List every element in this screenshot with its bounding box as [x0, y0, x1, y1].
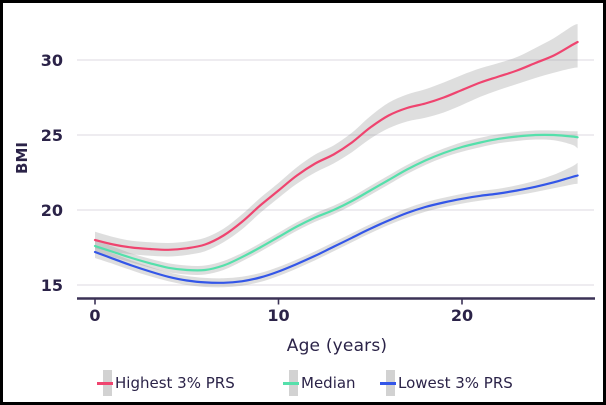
legend: Highest 3% PRS Median Lowest 3% PRS	[3, 369, 603, 399]
line-swatch-lowest-prs	[380, 381, 396, 385]
series-line-0	[93, 40, 579, 251]
legend-item-lowest-prs: Lowest 3% PRS	[380, 369, 513, 397]
series-line-1	[93, 133, 579, 272]
plot-area: 15 20 25 30 0 10 20	[41, 24, 595, 325]
legend-label-lowest-prs: Lowest 3% PRS	[398, 374, 513, 392]
line-swatch-highest-prs	[97, 381, 113, 385]
legend-label-highest-prs: Highest 3% PRS	[115, 374, 235, 392]
x-tick-label: 20	[451, 306, 473, 325]
legend-label-median: Median	[301, 374, 356, 392]
line-swatch-median	[283, 381, 299, 385]
confidence-band-0	[95, 24, 578, 257]
y-axis-title: BMI	[13, 142, 31, 174]
y-tick-label: 15	[41, 276, 63, 295]
series-line-2	[93, 174, 579, 284]
y-tick-label: 25	[41, 126, 63, 145]
legend-item-median: Median	[283, 369, 356, 397]
y-tick-label: 30	[41, 51, 63, 70]
x-tick-label: 0	[89, 306, 100, 325]
x-tick-label: 10	[267, 306, 289, 325]
x-axis-title: Age (years)	[286, 336, 388, 356]
legend-item-highest-prs: Highest 3% PRS	[97, 369, 235, 397]
y-tick-label: 20	[41, 201, 63, 220]
